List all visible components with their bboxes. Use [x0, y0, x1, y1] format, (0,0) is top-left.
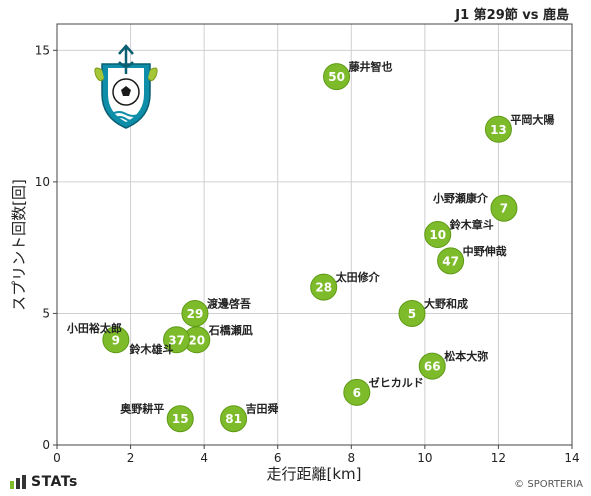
point-label: 渡邊啓吾 [207, 296, 251, 310]
point-marker [323, 63, 351, 91]
brand-logo: STATs [10, 474, 78, 490]
point-marker [220, 405, 248, 433]
x-tick-label: 2 [127, 451, 135, 465]
axes: 0 2 4 6 8 10 12 14 0 5 10 15 [35, 23, 580, 465]
stats-bars-icon [10, 475, 26, 489]
point-number: 6 [353, 386, 361, 400]
point-marker [418, 352, 446, 380]
y-tick-label: 0 [42, 438, 50, 452]
point-label: ゼヒカルド [369, 375, 424, 389]
data-point: 10 鈴木章斗 [424, 218, 494, 248]
data-point: 50 藤井智也 [323, 60, 393, 91]
point-marker [343, 378, 371, 406]
x-axis-label: 走行距離[km] [266, 465, 361, 483]
y-tick-label: 5 [42, 306, 50, 320]
point-number: 81 [225, 412, 242, 426]
point-label: 石橋瀬凪 [208, 323, 253, 337]
y-tick-label: 15 [35, 43, 50, 57]
point-marker [163, 326, 191, 354]
point-marker [437, 247, 465, 275]
data-point: 7 小野瀬康介 [432, 191, 518, 222]
point-label: 太田修介 [335, 270, 381, 284]
plot-frame [56, 23, 573, 446]
point-number: 50 [328, 70, 345, 84]
point-marker [484, 115, 512, 143]
point-number: 5 [408, 307, 416, 321]
data-point: 5 大野和成 [398, 296, 468, 327]
x-tick-label: 6 [274, 451, 282, 465]
y-axis-label: スプリント回数[回] [10, 179, 28, 311]
y-tick-label: 10 [35, 175, 50, 189]
point-number: 28 [315, 281, 332, 295]
data-point: 6 ゼヒカルド [343, 375, 424, 406]
point-marker [490, 194, 518, 222]
data-point: 47 中野伸哉 [437, 244, 507, 275]
point-label: 鈴木章斗 [450, 218, 494, 232]
point-number: 9 [112, 333, 120, 347]
point-number: 13 [490, 123, 507, 137]
data-point: 15 奥野耕平 [119, 402, 194, 433]
point-marker [166, 405, 194, 433]
point-label: 奥野耕平 [119, 402, 164, 416]
point-number: 47 [442, 254, 459, 268]
x-tick-label: 12 [491, 451, 506, 465]
point-marker [398, 299, 426, 327]
x-tick-label: 4 [200, 451, 208, 465]
point-label: 大野和成 [424, 296, 468, 310]
point-marker [102, 326, 130, 354]
point-number: 37 [168, 333, 185, 347]
point-marker [424, 221, 452, 248]
point-label: 小野瀬康介 [432, 191, 489, 205]
point-label: 中野伸哉 [463, 244, 507, 258]
point-number: 15 [172, 412, 189, 426]
point-marker [310, 273, 338, 301]
point-label: 小田裕太郎 [66, 321, 122, 335]
copyright-credit: © SPORTERIA [514, 479, 583, 490]
x-tick-label: 14 [564, 451, 579, 465]
point-label: 鈴木雄斗 [130, 342, 174, 356]
point-number: 7 [500, 202, 508, 216]
page-title: J1 第29節 vs 鹿島 [455, 8, 569, 23]
team-crest-icon [94, 44, 158, 129]
data-point: 81 吉田舜 [220, 402, 279, 433]
point-label: 平岡大陽 [510, 112, 554, 126]
point-label: 松本大弥 [444, 349, 488, 363]
x-tick-label: 8 [347, 451, 355, 465]
point-number: 66 [424, 360, 441, 374]
point-label: 藤井智也 [349, 60, 393, 74]
point-label: 吉田舜 [246, 402, 279, 416]
brand-name: STATs [31, 474, 78, 490]
point-number: 20 [188, 333, 205, 347]
point-number: 10 [429, 228, 446, 242]
point-number: 29 [187, 307, 204, 321]
x-tick-label: 10 [417, 451, 432, 465]
x-tick-label: 0 [53, 451, 61, 465]
